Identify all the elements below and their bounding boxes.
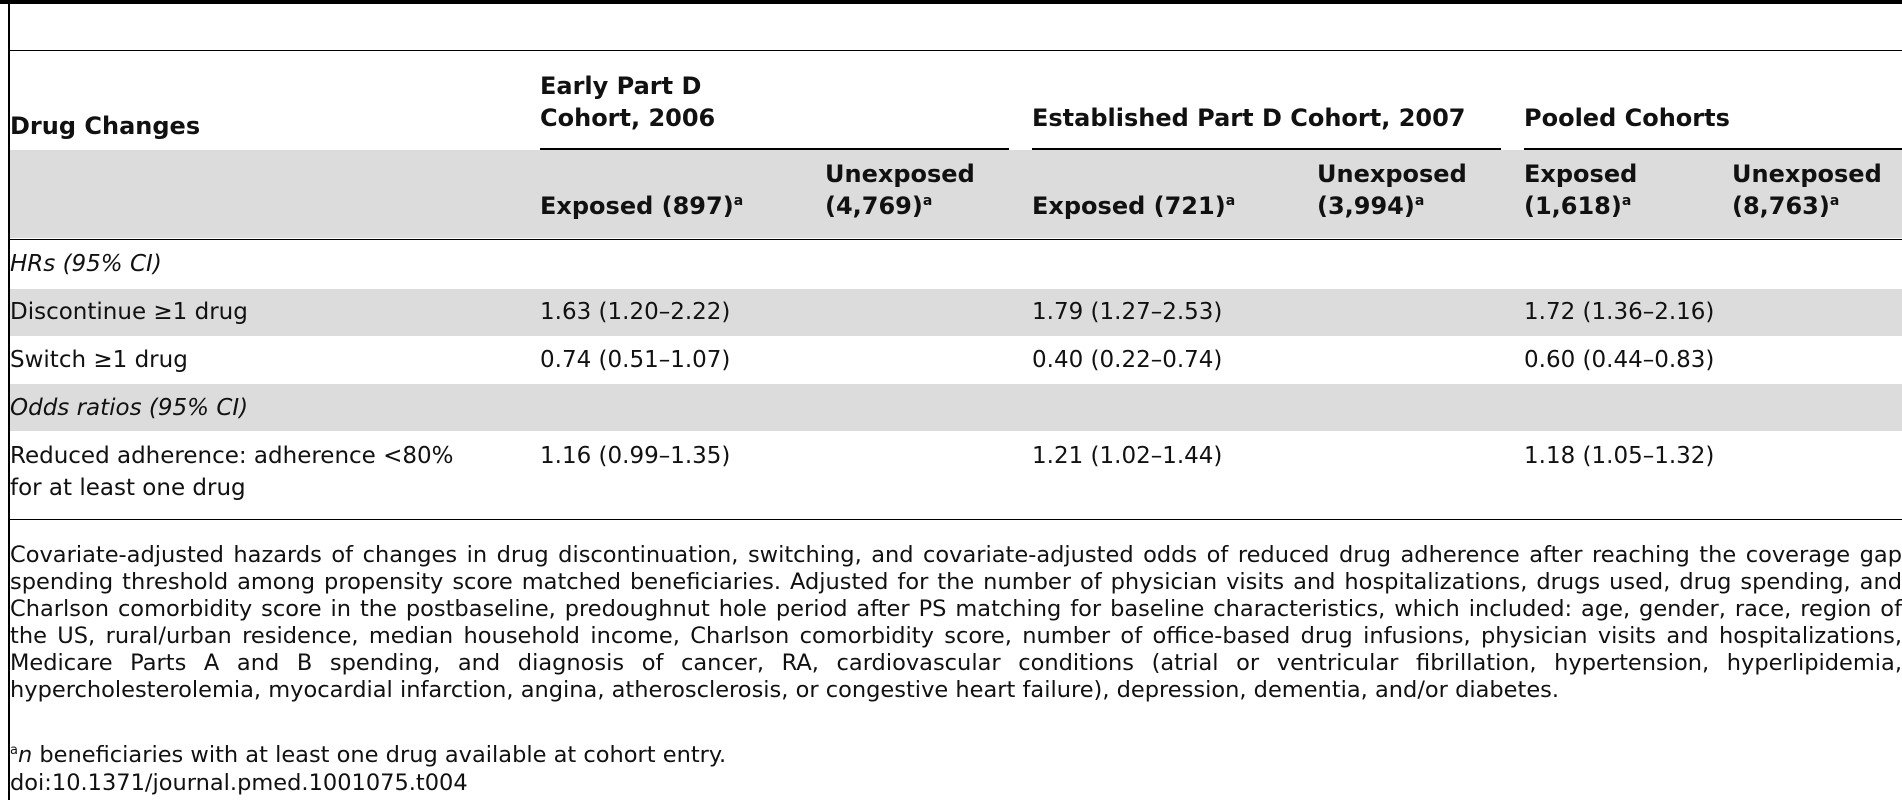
header-top-rule [10,50,1902,51]
doi-line: doi:10.1371/journal.pmed.1001075.t004 [10,770,468,796]
subheader-established-unexposed-line1: Unexposed [1317,160,1467,188]
cell-switch-pooled: 0.60 (0.44–0.83) [1524,347,1715,373]
cell-switch-early: 0.74 (0.51–1.07) [540,347,731,373]
subheader-established-unexposed-line2: (3,994)a [1317,192,1425,220]
table-caption-note: Covariate-adjusted hazards of changes in… [10,542,1902,704]
caption-text: Covariate-adjusted hazards of changes in… [10,542,1902,703]
row-band-discontinue [10,289,1902,336]
subheader-pooled-exposed-line1: Exposed [1524,160,1638,188]
subheader-early-unexposed-line1: Unexposed [825,160,975,188]
table-bottom-rule [10,519,1902,520]
group-header-early-line1: Early Part D [540,72,702,100]
cell-discontinue-established: 1.79 (1.27–2.53) [1032,299,1223,325]
row-label-switch: Switch ≥1 drug [10,347,188,373]
subheader-pooled-unexposed-line1: Unexposed [1732,160,1882,188]
subheader-band [10,150,1902,238]
subheader-pooled-unexposed-line2: (8,763)a [1732,192,1840,220]
subheader-early-unexposed-line2: (4,769)a [825,192,933,220]
footnote-a: an beneficiaries with at least one drug … [10,742,727,768]
subheader-established-exposed: Exposed (721)a [1032,192,1236,220]
subheader-pooled-exposed-line2: (1,618)a [1524,192,1632,220]
table-left-border [8,0,10,800]
stub-header: Drug Changes [10,112,201,140]
group-header-early-line2: Cohort, 2006 [540,104,716,132]
group-underline-established [1032,148,1501,150]
cell-switch-established: 0.40 (0.22–0.74) [1032,347,1223,373]
group-underline-early [540,148,1009,150]
table-top-border [0,0,1902,4]
row-label-discontinue: Discontinue ≥1 drug [10,299,248,325]
row-label-reduced-adherence-line1: Reduced adherence: adherence <80% [10,443,454,469]
cell-adherence-early: 1.16 (0.99–1.35) [540,443,731,469]
row-label-reduced-adherence-line2: for at least one drug [10,475,246,501]
group-header-established: Established Part D Cohort, 2007 [1032,104,1466,132]
cell-adherence-established: 1.21 (1.02–1.44) [1032,443,1223,469]
row-band-odds-section [10,384,1902,431]
cell-adherence-pooled: 1.18 (1.05–1.32) [1524,443,1715,469]
cell-discontinue-early: 1.63 (1.20–2.22) [540,299,731,325]
subheader-early-exposed: Exposed (897)a [540,192,744,220]
section-label-hrs: HRs (95% CI) [10,251,162,277]
group-header-pooled: Pooled Cohorts [1524,104,1730,132]
header-bottom-rule [10,239,1902,240]
group-underline-pooled [1524,148,1902,150]
section-label-odds-ratios: Odds ratios (95% CI) [10,395,249,421]
cell-discontinue-pooled: 1.72 (1.36–2.16) [1524,299,1715,325]
